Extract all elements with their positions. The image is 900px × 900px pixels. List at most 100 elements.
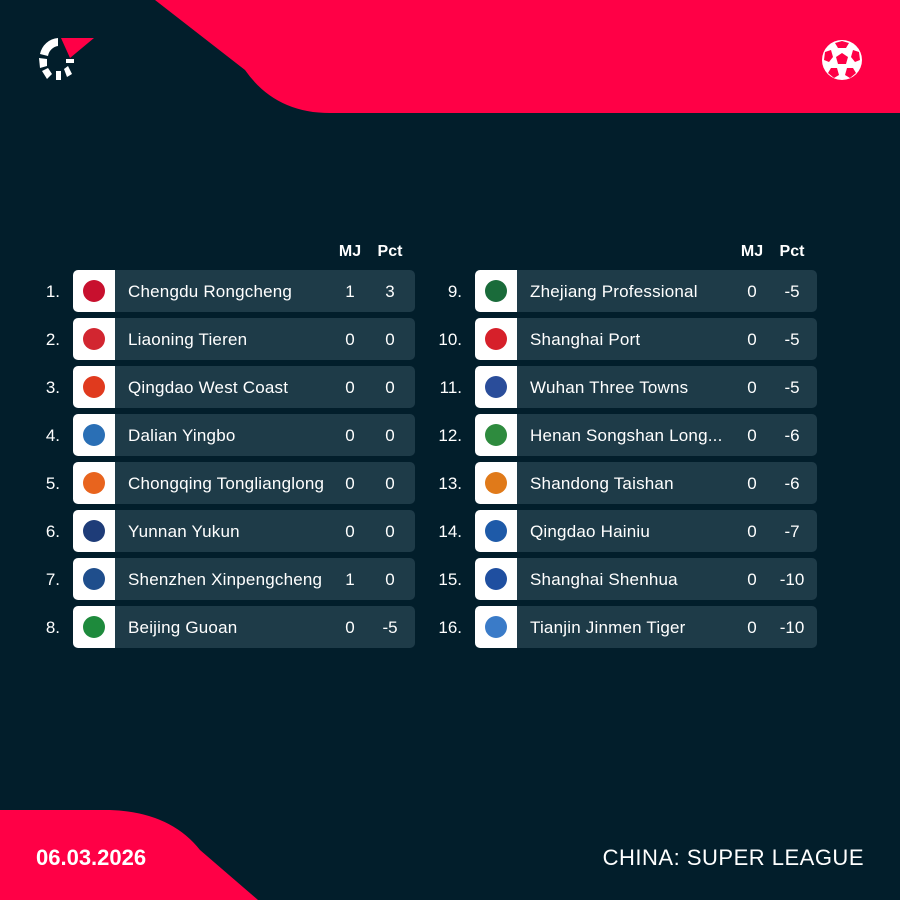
matches-played: 0 (747, 474, 757, 493)
matches-played: 1 (345, 282, 355, 301)
team-bar[interactable]: Shandong Taishan 0 -6 (475, 462, 817, 504)
date: 06.03.2026 (36, 845, 147, 870)
team-bar[interactable]: Tianjin Jinmen Tiger 0 -10 (475, 606, 817, 648)
team-bar[interactable]: Shanghai Port 0 -5 (475, 318, 817, 360)
team-name[interactable]: Qingdao Hainiu (530, 522, 650, 541)
rank: 8. (45, 618, 60, 637)
matches-played: 0 (747, 282, 757, 301)
table-row[interactable]: 2. Liaoning Tieren 0 0 (30, 318, 415, 360)
team-bar[interactable]: Beijing Guoan 0 -5 (73, 606, 415, 648)
table-row[interactable]: 8. Beijing Guoan 0 -5 (30, 606, 415, 648)
team-crest-icon (475, 414, 517, 456)
table-row[interactable]: 11. Wuhan Three Towns 0 -5 (432, 366, 817, 408)
table-row[interactable]: 9. Zhejiang Professional 0 -5 (432, 270, 817, 312)
team-name[interactable]: Liaoning Tieren (128, 330, 248, 349)
points: 0 (385, 474, 395, 493)
points: 0 (385, 522, 395, 541)
rank: 14. (438, 522, 462, 541)
table-row[interactable]: 5. Chongqing Tonglianglong 0 0 (30, 462, 415, 504)
team-name[interactable]: Chengdu Rongcheng (128, 282, 293, 301)
team-bar[interactable]: Wuhan Three Towns 0 -5 (475, 366, 817, 408)
team-bar[interactable]: Qingdao Hainiu 0 -7 (475, 510, 817, 552)
team-crest-icon (475, 318, 517, 360)
table-row[interactable]: 12. Henan Songshan Long... 0 -6 (432, 414, 817, 456)
rank: 4. (45, 426, 60, 445)
team-bar[interactable]: Chengdu Rongcheng 1 3 (73, 270, 415, 312)
team-name[interactable]: Wuhan Three Towns (530, 378, 689, 397)
rank: 11. (439, 378, 462, 397)
team-name[interactable]: Dalian Yingbo (128, 426, 236, 445)
table-row[interactable]: 4. Dalian Yingbo 0 0 (30, 414, 415, 456)
team-bar[interactable]: Yunnan Yukun 0 0 (73, 510, 415, 552)
team-crest-icon (475, 558, 517, 600)
rank: 2. (45, 330, 60, 349)
points: -7 (784, 522, 800, 541)
table-row[interactable]: 6. Yunnan Yukun 0 0 (30, 510, 415, 552)
points: 3 (385, 282, 395, 301)
team-name[interactable]: Henan Songshan Long... (530, 426, 723, 445)
team-name[interactable]: Zhejiang Professional (530, 282, 698, 301)
points: -10 (779, 570, 805, 589)
team-name[interactable]: Beijing Guoan (128, 618, 238, 637)
rank: 10. (438, 330, 462, 349)
team-crest-icon (475, 606, 517, 648)
matches-played: 0 (345, 474, 355, 493)
table-row[interactable]: 13. Shandong Taishan 0 -6 (432, 462, 817, 504)
team-bar[interactable]: Qingdao West Coast 0 0 (73, 366, 415, 408)
matches-played: 0 (345, 522, 355, 541)
table-row[interactable]: 14. Qingdao Hainiu 0 -7 (432, 510, 817, 552)
team-name[interactable]: Yunnan Yukun (128, 522, 240, 541)
team-crest-icon (475, 510, 517, 552)
standings-left: MJ Pct 1. Chengdu Rongcheng 1 3 2. Liaoni… (30, 240, 415, 654)
team-name[interactable]: Shanghai Shenhua (530, 570, 678, 589)
team-crest-icon (73, 510, 115, 552)
col-pct: Pct (377, 243, 403, 260)
team-bar[interactable]: Dalian Yingbo 0 0 (73, 414, 415, 456)
team-bar[interactable]: Shanghai Shenhua 0 -10 (475, 558, 817, 600)
team-crest-icon (73, 270, 115, 312)
team-bar[interactable]: Zhejiang Professional 0 -5 (475, 270, 817, 312)
rank: 15. (438, 570, 462, 589)
team-bar[interactable]: Chongqing Tonglianglong 0 0 (73, 462, 415, 504)
matches-played: 0 (747, 570, 757, 589)
rank: 16. (438, 618, 462, 637)
rank: 12. (438, 426, 462, 445)
table-row[interactable]: 16. Tianjin Jinmen Tiger 0 -10 (432, 606, 817, 648)
points: 0 (385, 330, 395, 349)
team-name[interactable]: Shenzhen Xinpengcheng (128, 570, 323, 589)
team-name[interactable]: Shanghai Port (530, 330, 641, 349)
team-crest-icon (73, 558, 115, 600)
matches-played: 0 (747, 522, 757, 541)
team-bar[interactable]: Liaoning Tieren 0 0 (73, 318, 415, 360)
points: -5 (784, 378, 800, 397)
points: -5 (784, 330, 800, 349)
col-mj: MJ (740, 243, 764, 260)
team-crest-icon (73, 606, 115, 648)
team-crest-icon (73, 462, 115, 504)
flashscore-logo (39, 38, 94, 80)
table-row[interactable]: 10. Shanghai Port 0 -5 (432, 318, 817, 360)
table-row[interactable]: 1. Chengdu Rongcheng 1 3 (30, 270, 415, 312)
team-bar[interactable]: Henan Songshan Long... 0 -6 (475, 414, 817, 456)
team-crest-icon (475, 462, 517, 504)
matches-played: 0 (345, 426, 355, 445)
rank: 9. (447, 282, 462, 301)
rank: 6. (45, 522, 60, 541)
table-row[interactable]: 7. Shenzhen Xinpengcheng 1 0 (30, 558, 415, 600)
team-name[interactable]: Shandong Taishan (530, 474, 674, 493)
team-crest-icon (73, 414, 115, 456)
footer-accent-shape (0, 810, 258, 900)
team-bar[interactable]: Shenzhen Xinpengcheng 1 0 (73, 558, 415, 600)
table-row[interactable]: 15. Shanghai Shenhua 0 -10 (432, 558, 817, 600)
team-name[interactable]: Chongqing Tonglianglong (128, 474, 325, 493)
points: -5 (382, 618, 398, 637)
matches-played: 0 (345, 378, 355, 397)
matches-played: 0 (747, 378, 757, 397)
team-name[interactable]: Tianjin Jinmen Tiger (530, 618, 686, 637)
rank: 13. (438, 474, 462, 493)
matches-played: 1 (345, 570, 355, 589)
table-row[interactable]: 3. Qingdao West Coast 0 0 (30, 366, 415, 408)
points: -5 (784, 282, 800, 301)
team-name[interactable]: Qingdao West Coast (128, 378, 289, 397)
